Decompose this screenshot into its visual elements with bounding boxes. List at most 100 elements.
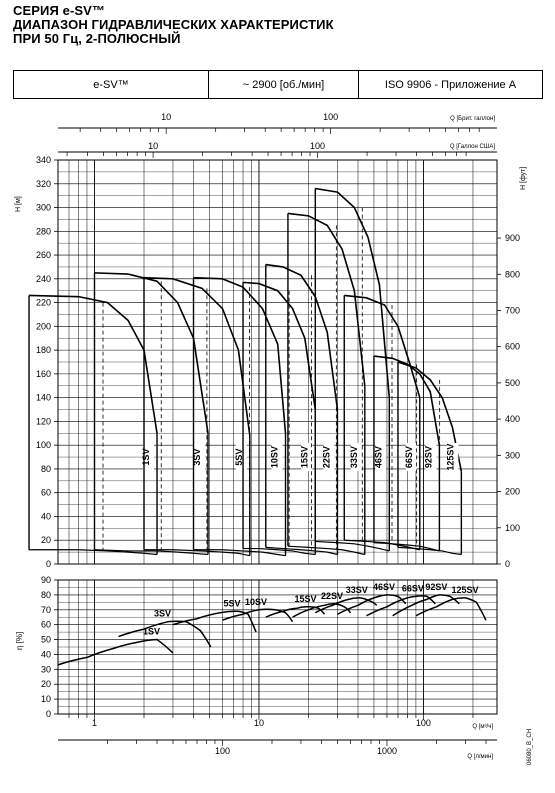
head-envelope-5sv — [143, 276, 251, 557]
series-label-bg — [323, 443, 335, 472]
envelope-min-curve — [193, 549, 286, 557]
envelope-min-curve — [144, 549, 250, 557]
efficiency-label-3sv: 3SV — [154, 609, 171, 619]
envelope-min-curve — [397, 546, 462, 556]
envelope-max-curve — [315, 187, 391, 398]
us-gallon-axis-label: Q [Галлон США] — [450, 144, 495, 150]
envelope-max-curve — [242, 281, 317, 410]
eta-tick-label: 50 — [41, 635, 51, 645]
y-right-axis-label: H [фут] — [520, 167, 527, 190]
header-subtitle: ПРИ 50 Гц, 2-ПОЛЮСНЫЙ — [13, 31, 181, 46]
y-tick-label: 220 — [36, 298, 51, 308]
info-box: e-SV™ ~ 2900 [об./мин] ISO 9906 - Прилож… — [13, 70, 543, 99]
y-tick-label: 140 — [36, 393, 51, 403]
page-header: СЕРИЯ e-SV™ ДИАПАЗОН ГИДРАВЛИЧЕСКИХ ХАРА… — [13, 4, 334, 46]
envelope-max-curve — [373, 355, 441, 446]
series-label-3sv: 3SV — [192, 449, 202, 466]
efficiency-curve-15sv — [265, 606, 326, 618]
efficiency-label-33sv: 33SV — [346, 585, 368, 595]
y-right-tick-label: 700 — [505, 305, 520, 315]
lmin-axis-label: Q [л/мин] — [467, 754, 493, 760]
head-envelope-10sv — [192, 276, 287, 557]
us-gallon-tick-label: 100 — [310, 141, 325, 151]
efficiency-curve-1sv — [57, 638, 174, 666]
eta-tick-label: 40 — [41, 649, 51, 659]
y-tick-label: 260 — [36, 250, 51, 260]
series-label-bg — [235, 443, 247, 472]
eta-tick-label: 60 — [41, 620, 51, 630]
y-tick-label: 200 — [36, 321, 51, 331]
series-label: e-SV™ — [93, 78, 129, 91]
y-right-tick-label: 600 — [505, 342, 520, 352]
y-right-tick-label: 900 — [505, 233, 520, 243]
envelope-min-curve — [94, 549, 209, 556]
eta-tick-label: 0 — [46, 709, 51, 719]
efficiency-curve-125sv — [415, 597, 487, 621]
efficiency-curve-46sv — [337, 594, 407, 615]
head-envelope-46sv — [314, 187, 391, 552]
m3h-tick-label: 1 — [92, 718, 97, 728]
standard-label: ISO 9906 - Приложение A — [384, 78, 517, 91]
header-title: ДИАПАЗОН ГИДРАВЛИЧЕСКИХ ХАРАКТЕРИСТИК — [13, 17, 334, 32]
head-envelope-33sv — [287, 212, 366, 556]
series-label-bg — [375, 443, 387, 472]
efficiency-curve-66sv — [366, 595, 436, 617]
y-tick-label: 240 — [36, 274, 51, 284]
efficiency-curve-22sv — [292, 603, 352, 618]
envelope-min-curve — [315, 540, 390, 552]
y-tick-label: 160 — [36, 369, 51, 379]
envelope-max-curve — [287, 212, 366, 386]
series-label-22sv: 22SV — [321, 446, 331, 468]
head-envelope-1sv — [28, 294, 158, 556]
eta-tick-label: 30 — [41, 664, 51, 674]
speed-unit: [об./мин] — [279, 78, 325, 91]
eta-tick-label: 90 — [41, 575, 51, 585]
series-label-bg — [143, 443, 155, 472]
efficiency-curve-10sv — [222, 608, 294, 623]
y-tick-label: 40 — [41, 511, 51, 521]
series-label-bg — [301, 443, 313, 472]
efficiency-curve-92sv — [392, 594, 460, 617]
efficiency-curve-3sv — [118, 620, 212, 648]
y-tick-label: 20 — [41, 535, 51, 545]
y-tick-label: 300 — [36, 203, 51, 213]
envelope-max-curve — [265, 263, 339, 410]
efficiency-curve-5sv — [172, 610, 257, 633]
efficiency-label-15sv: 15SV — [294, 594, 316, 604]
efficiency-label-66sv: 66SV — [402, 583, 424, 593]
uk-gallon-tick-label: 10 — [161, 112, 171, 122]
m3h-tick-label: 100 — [416, 718, 431, 728]
head-envelope-66sv — [343, 294, 421, 551]
head-envelope-125sv — [397, 361, 463, 556]
series-label-bg — [447, 443, 459, 472]
efficiency-label-1sv: 1SV — [143, 627, 160, 637]
y-tick-label: 80 — [41, 464, 51, 474]
uk-gallon-axis-label: Q [Брит. галлон] — [450, 116, 495, 122]
m3h-tick-label: 10 — [254, 718, 264, 728]
y-tick-label: 100 — [36, 440, 51, 450]
eta-tick-label: 10 — [41, 694, 51, 704]
y-tick-label: 60 — [41, 488, 51, 498]
efficiency-label-92sv: 92SV — [425, 582, 447, 592]
envelope-min-curve — [29, 549, 158, 556]
series-label-bg — [425, 443, 437, 472]
y-right-tick-label: 300 — [505, 450, 520, 460]
envelope-min-curve — [243, 547, 316, 556]
y-tick-label: 340 — [36, 155, 51, 165]
eta-tick-label: 80 — [41, 590, 51, 600]
series-label-bg — [350, 443, 362, 472]
lmin-tick-label: 100 — [215, 746, 230, 756]
series-label-46sv: 46SV — [373, 446, 383, 468]
drawing-code: 06080_B_CH — [527, 729, 533, 765]
y-axis-label: H [м] — [15, 196, 22, 212]
speed-cell: ~ 2900 [об./мин] — [209, 71, 359, 98]
efficiency-label-46sv: 46SV — [373, 582, 395, 592]
y-right-tick-label: 200 — [505, 487, 520, 497]
envelope-max-curve — [29, 294, 158, 434]
series-label-bg — [271, 443, 283, 472]
eta-tick-label: 70 — [41, 605, 51, 615]
envelope-max-curve — [397, 361, 463, 472]
head-envelope-92sv — [373, 355, 441, 552]
lmin-tick-label: 1000 — [377, 746, 397, 756]
